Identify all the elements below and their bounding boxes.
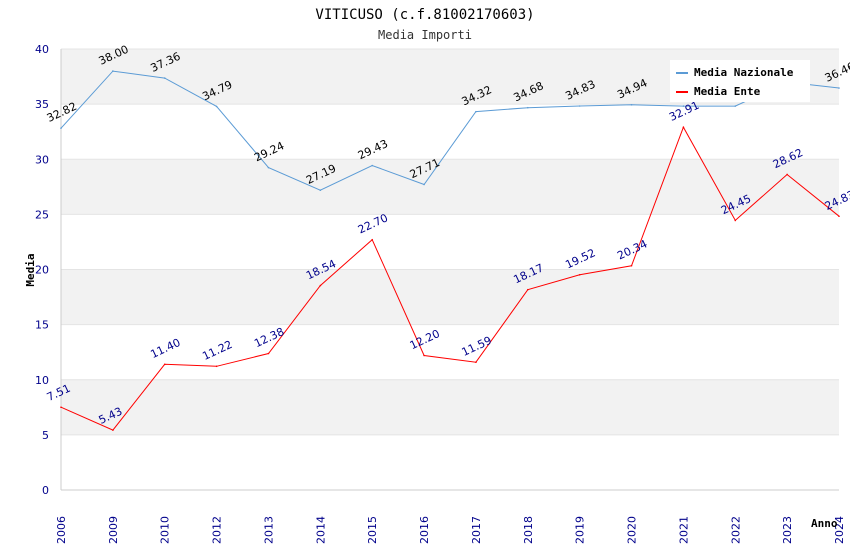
data-point [60, 406, 62, 409]
x-tick-label: 2015 [366, 516, 379, 544]
data-point [682, 126, 685, 128]
y-tick-label: 10 [35, 374, 49, 387]
data-point [734, 105, 737, 107]
x-tick-label: 2009 [107, 516, 120, 544]
x-tick-label: 2022 [729, 516, 742, 544]
data-point [838, 215, 840, 218]
series-group [60, 70, 840, 431]
data-point [215, 365, 218, 368]
data-label: 11.40 [149, 336, 183, 361]
x-tick-label: 2006 [55, 516, 68, 544]
y-tick-label: 5 [42, 429, 49, 442]
data-point [371, 238, 374, 241]
x-tick-label: 2012 [211, 516, 224, 544]
data-point [319, 284, 322, 287]
data-point [838, 87, 840, 89]
data-point [682, 105, 685, 107]
data-point [319, 189, 322, 192]
data-point [423, 354, 425, 357]
x-axis: 2006 2009 2010 2012 2013 2014 2015 2016 2017 2018… [55, 489, 846, 544]
x-tick-label: 2016 [418, 516, 431, 544]
grid-band [61, 159, 839, 215]
legend: Media Nazionale Media Ente [670, 60, 810, 102]
data-point [60, 127, 62, 129]
data-point [267, 166, 270, 169]
x-tick-label: 2024 [833, 516, 846, 544]
data-point [163, 363, 166, 366]
x-tick-label: 2019 [574, 516, 587, 544]
data-point [215, 105, 218, 108]
data-point [527, 288, 529, 291]
data-label: 19.52 [563, 246, 597, 271]
data-point [578, 105, 581, 107]
x-tick-label: 2013 [262, 516, 275, 544]
y-tick-label: 0 [42, 484, 49, 497]
data-point [267, 352, 270, 355]
legend-label-media-ente: Media Ente [694, 85, 761, 98]
legend-label-media-nazionale: Media Nazionale [694, 66, 794, 79]
grid-bands [61, 48, 839, 491]
data-label: 29.43 [356, 137, 390, 162]
data-label: 11.22 [200, 338, 234, 363]
x-tick-label: 2017 [470, 516, 483, 544]
data-label: 11.59 [460, 334, 494, 359]
data-label: 22.70 [356, 211, 390, 236]
x-tick-label: 2020 [626, 516, 639, 544]
y-tick-label: 25 [35, 208, 49, 221]
data-point [786, 173, 788, 176]
data-point [734, 219, 737, 222]
series-line-media-ente [60, 126, 840, 431]
y-tick-label: 15 [35, 319, 49, 332]
grid-band [61, 379, 839, 435]
x-axis-title: Anno [811, 517, 838, 530]
data-point [630, 103, 633, 106]
x-tick-label: 2010 [159, 516, 172, 544]
y-tick-label: 40 [35, 43, 49, 56]
data-point [112, 429, 114, 431]
data-label: 20.34 [615, 237, 649, 262]
chart-subtitle: Media Importi [378, 28, 472, 42]
y-axis-title: Media [24, 253, 37, 286]
grid-band [61, 269, 839, 325]
chart-title: VITICUSO (c.f.81002170603) [315, 7, 534, 23]
x-tick-label: 2018 [522, 516, 535, 544]
data-label: 12.38 [252, 325, 286, 350]
data-point [163, 77, 166, 79]
y-axis: 0 5 10 15 20 25 30 35 40 [35, 43, 62, 497]
data-point [475, 110, 477, 113]
data-point [475, 361, 477, 364]
data-point [630, 264, 633, 267]
data-point [371, 164, 374, 167]
legend-box [670, 60, 810, 102]
y-tick-label: 30 [35, 153, 49, 166]
x-tick-label: 2021 [677, 516, 690, 544]
data-point [578, 273, 581, 276]
data-point [423, 183, 425, 186]
x-tick-label: 2023 [781, 516, 794, 544]
y-tick-label: 35 [35, 98, 49, 111]
data-point [112, 70, 114, 72]
y-tick-label: 20 [35, 264, 49, 277]
series-line-media-nazionale [60, 70, 840, 191]
x-tick-label: 2014 [314, 516, 327, 544]
data-point [527, 106, 529, 109]
